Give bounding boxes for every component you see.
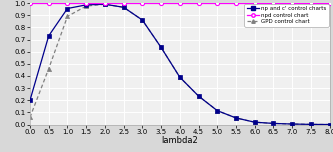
Legend: np and c' control charts, npd control chart, GPD control chart: np and c' control charts, npd control ch… bbox=[244, 4, 329, 27]
X-axis label: lambda2: lambda2 bbox=[162, 136, 198, 145]
